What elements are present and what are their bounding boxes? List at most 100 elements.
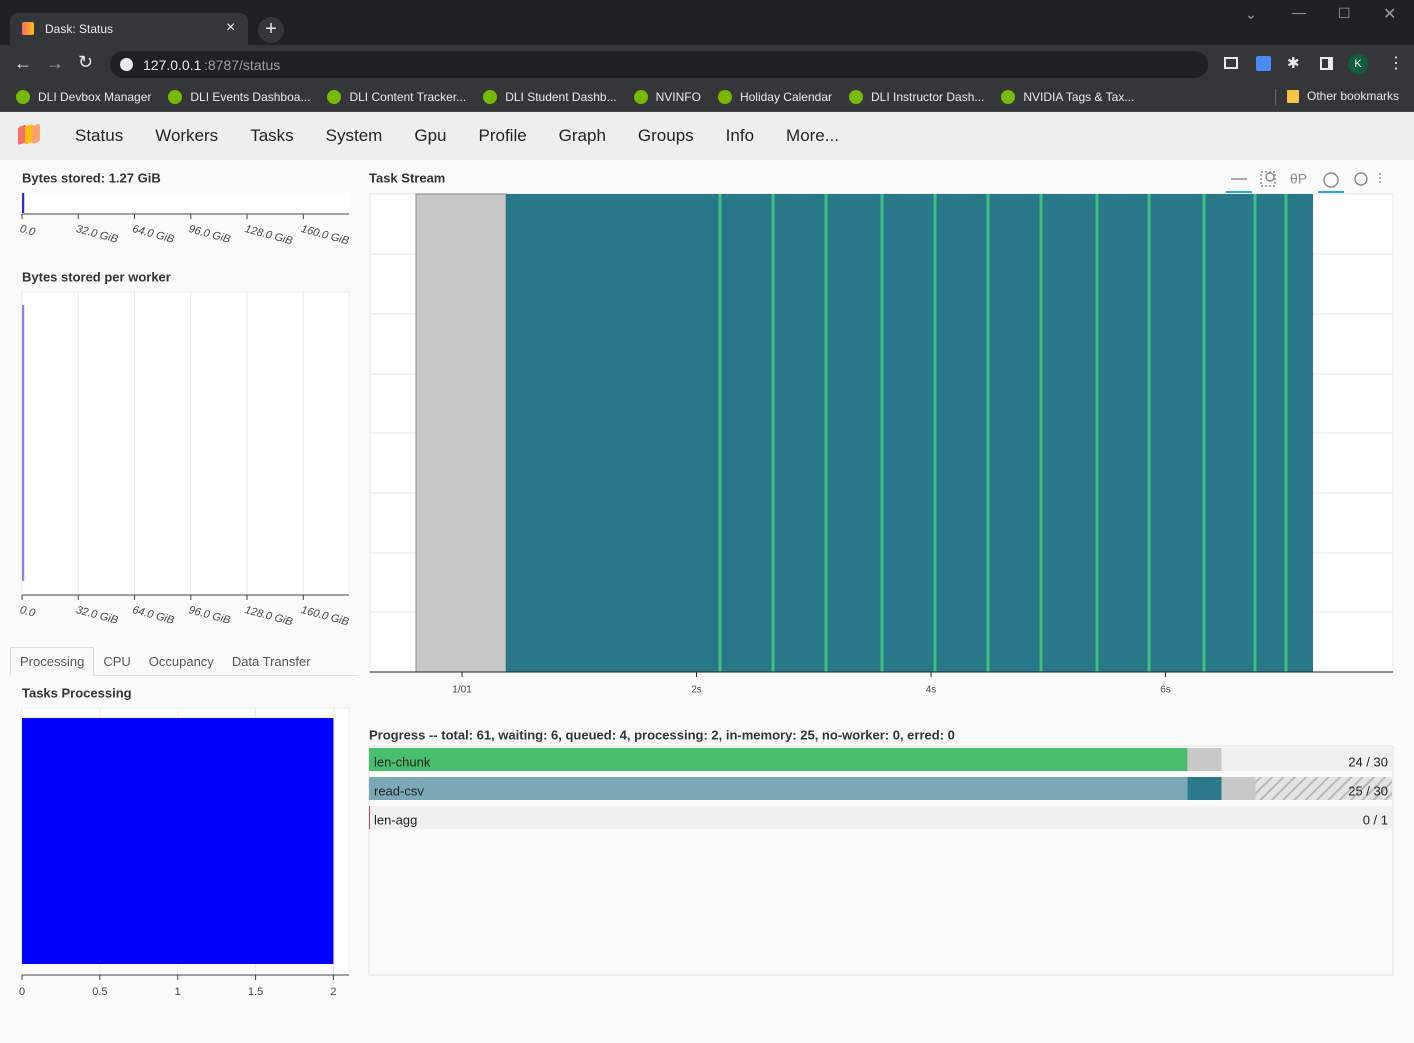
progress-segment	[1187, 748, 1221, 771]
bookmark-label: DLI Devbox Manager	[38, 90, 151, 104]
panel-tab[interactable]: Occupancy	[140, 648, 223, 675]
close-window[interactable]: ✕	[1383, 4, 1396, 24]
nav-link[interactable]: Profile	[478, 126, 526, 146]
panel-title: Bytes stored: 1.27 GiB	[22, 170, 161, 185]
nav-link[interactable]: Status	[75, 126, 123, 146]
tab-strip: Dask: Status × + ⌄ — ☐ ✕	[0, 0, 1414, 45]
nav-link[interactable]: Groups	[638, 126, 694, 146]
bookmark-label: NVINFO	[656, 90, 701, 104]
progress-segment	[369, 777, 1187, 800]
nav-link[interactable]: Gpu	[414, 126, 446, 146]
panel-tab[interactable]: Processing	[10, 647, 94, 676]
nav-link[interactable]: Tasks	[250, 126, 293, 146]
side-panel[interactable]	[1320, 57, 1333, 70]
bookmark[interactable]: Holiday Calendar	[718, 90, 832, 104]
bookmark-icon	[718, 90, 732, 104]
bookmark[interactable]: NVIDIA Tags & Tax...	[1001, 90, 1134, 104]
progress-segment	[1222, 777, 1256, 800]
x-tick-label: 64.0 GiB	[131, 604, 175, 627]
bookmark[interactable]: DLI Events Dashboa...	[168, 90, 310, 104]
dask-nav: Status Workers Tasks System Gpu Profile Graph G…	[0, 112, 1414, 160]
panel-tab[interactable]: CPU	[94, 648, 139, 675]
progress-name: read-csv	[374, 783, 424, 798]
x-tick-label: 0.0	[18, 604, 37, 620]
progress-name: len-chunk	[374, 754, 431, 769]
tab-search[interactable]: ⌄	[1245, 6, 1257, 23]
compute-block	[506, 194, 1313, 672]
bookmark[interactable]: DLI Instructor Dash...	[849, 90, 984, 104]
nav-link[interactable]: Graph	[559, 126, 606, 146]
progress-title: Progress -- total: 61, waiting: 6, queue…	[369, 727, 955, 742]
tab-title: Dask: Status	[45, 22, 113, 36]
progress-name: len-agg	[374, 812, 417, 827]
panel-title: Tasks Processing	[22, 685, 132, 700]
progress-panel	[369, 746, 1393, 975]
back[interactable]: ←	[14, 53, 32, 74]
other-bookmarks[interactable]: Other bookmarks	[1287, 89, 1399, 103]
profile[interactable]: K	[1348, 54, 1368, 74]
forward[interactable]: →	[46, 53, 64, 74]
x-tick-label: 128.0 GiB	[244, 223, 294, 247]
x-tick-label: 96.0 GiB	[187, 604, 231, 627]
panel-title: Bytes stored per worker	[22, 269, 171, 284]
bookmark[interactable]: DLI Devbox Manager	[16, 90, 151, 104]
new-tab[interactable]: +	[258, 17, 284, 43]
minimize[interactable]: —	[1292, 4, 1306, 20]
progress-track	[369, 777, 1392, 800]
url-path: :8787/status	[204, 57, 280, 73]
x-tick-label: 64.0 GiB	[131, 223, 175, 246]
x-tick-label: 96.0 GiB	[187, 223, 231, 246]
bookmark-list: DLI Devbox Manager DLI Events Dashboa... D…	[16, 83, 1134, 111]
tab-favicon	[22, 22, 34, 35]
progress-track	[369, 806, 1392, 829]
x-tick-label: 1.5	[248, 986, 263, 998]
x-tick-label: 128.0 GiB	[244, 604, 294, 628]
nav-link[interactable]: System	[326, 126, 383, 146]
nav-link[interactable]: Workers	[155, 126, 218, 146]
bookmark-label: DLI Events Dashboa...	[190, 90, 310, 104]
bookmark-icon	[849, 90, 863, 104]
task-stream-rows	[370, 254, 1393, 612]
progress-segment	[1256, 777, 1392, 800]
menu[interactable]: ⋮	[1388, 53, 1404, 73]
x-tick-label: 160.0 GiB	[300, 604, 350, 628]
dask-logo	[16, 122, 44, 150]
panel-tabs: ProcessingCPUOccupancyData Transfer	[10, 647, 358, 676]
nav-links: Status Workers Tasks System Gpu Profile Graph G…	[75, 112, 839, 160]
nav-link[interactable]: Info	[726, 126, 754, 146]
plot-area	[22, 708, 349, 975]
x-tick-label: 0.0	[18, 223, 37, 239]
bookmark[interactable]: NVINFO	[634, 90, 701, 104]
extension-icon[interactable]	[1256, 56, 1271, 71]
active-tab[interactable]: Dask: Status ×	[10, 13, 248, 45]
bookmark-icon	[1001, 90, 1015, 104]
nav-link[interactable]: More...	[786, 126, 839, 146]
tab-close[interactable]: ×	[226, 19, 235, 37]
bookmarks-bar: DLI Devbox Manager DLI Events Dashboa... D…	[0, 83, 1414, 112]
bar	[22, 718, 333, 964]
plot-tools: θP	[1226, 171, 1380, 192]
panel-tab[interactable]: Data Transfer	[223, 648, 320, 675]
address-bar[interactable]: 127.0.0.1 :8787/status	[110, 51, 1208, 78]
x-tick-label: 160.0 GiB	[300, 223, 350, 247]
extensions[interactable]: ✱	[1287, 54, 1300, 72]
x-tick-label: 1	[175, 986, 181, 998]
cast-icon[interactable]	[1224, 57, 1238, 69]
bookmark[interactable]: DLI Content Tracker...	[327, 90, 466, 104]
svg-text:θP: θP	[1290, 171, 1307, 187]
url-host: 127.0.0.1	[143, 57, 201, 73]
bookmark[interactable]: DLI Student Dashb...	[483, 90, 616, 104]
maximize[interactable]: ☐	[1338, 5, 1351, 22]
x-tick-label: 1/01	[452, 685, 472, 696]
progress-count: 25 / 30	[1348, 783, 1388, 798]
site-info[interactable]	[120, 58, 133, 71]
transfer-block	[416, 194, 506, 672]
x-tick-label: 6s	[1160, 685, 1171, 696]
bar	[22, 305, 24, 581]
reload[interactable]: ↻	[78, 52, 93, 73]
task-stream-frame	[370, 194, 1393, 672]
x-tick-label: 0	[19, 986, 25, 998]
bookmark-label: DLI Student Dashb...	[505, 90, 616, 104]
bookmark-icon	[634, 90, 648, 104]
progress-count: 0 / 1	[1363, 812, 1388, 827]
